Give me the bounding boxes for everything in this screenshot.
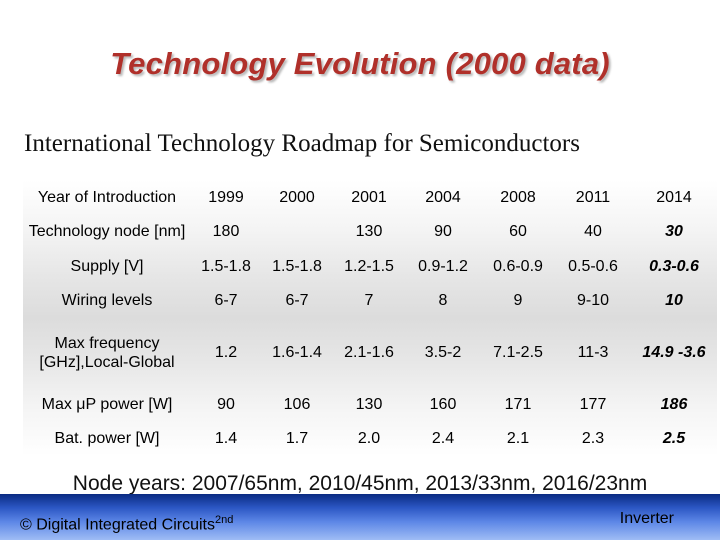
- footer-copyright-text: © Digital Integrated Circuits: [20, 516, 215, 534]
- row-header: Supply [V]: [70, 257, 144, 275]
- node-years-note: Node years: 2007/65nm, 2010/45nm, 2013/3…: [72, 472, 648, 495]
- table-cell: 1.2: [214, 344, 238, 361]
- footer-chapter: Inverter: [619, 510, 674, 527]
- table-cell: 2008: [500, 188, 536, 206]
- table-cell: 90: [217, 395, 235, 413]
- table-cell: 60: [509, 223, 527, 241]
- footer-bar: © Digital Integrated Circuits2nd Inverte…: [0, 494, 720, 540]
- table-cell: 2000: [279, 188, 315, 206]
- table-cell: 1.6-1.4: [272, 344, 322, 361]
- table-cell: 3.5-2: [424, 344, 462, 361]
- table-cell: 90: [434, 223, 452, 241]
- table-row: Wiring levels 6-7 6-7 7 8 9 9-10 10: [23, 284, 717, 319]
- slide-subtitle: International Technology Roadmap for Sem…: [24, 130, 580, 157]
- table-cell: 130: [355, 395, 383, 413]
- footer-copyright: © Digital Integrated Circuits2nd: [20, 514, 233, 534]
- table-cell: 2004: [425, 188, 461, 206]
- table-cell: 0.9-1.2: [418, 257, 468, 275]
- table-cell: 6-7: [285, 292, 309, 310]
- table-cell: 106: [283, 395, 311, 413]
- table-cell: 0.6-0.9: [493, 257, 543, 275]
- table-cell: 6-7: [214, 292, 238, 310]
- row-header: Max μP power [W]: [41, 395, 173, 413]
- table-cell: 1999: [208, 188, 244, 206]
- table-cell: 2011: [575, 188, 611, 206]
- table-cell: 7: [364, 292, 374, 310]
- row-header: Bat. power [W]: [54, 430, 160, 448]
- table-cell: 14.9 -3.6: [642, 344, 706, 361]
- table-cell: 40: [584, 223, 602, 241]
- table-cell: 171: [504, 395, 532, 413]
- table-cell: 11-3: [577, 344, 609, 361]
- table-cell: 2001: [351, 188, 387, 206]
- table-cell: 1.4: [214, 430, 238, 448]
- table-row: Max frequency [GHz],Local-Global 1.2 1.6…: [23, 318, 717, 387]
- table-cell: 8: [438, 292, 448, 310]
- table-cell: 2.4: [431, 430, 455, 448]
- table-cell: 2.1-1.6: [344, 344, 394, 361]
- table-cell: 9: [513, 292, 523, 310]
- table-cell: [261, 215, 333, 250]
- table-row: Year of Introduction 1999 2000 2001 2004…: [23, 180, 717, 215]
- table-cell: 2014: [656, 188, 692, 206]
- table-cell: 180: [212, 223, 240, 241]
- table-cell: 2.3: [581, 430, 605, 448]
- table-row: Technology node [nm] 180 130 90 60 40 30: [23, 215, 717, 250]
- table-row: Max μP power [W] 90 106 130 160 171 177 …: [23, 387, 717, 422]
- row-header: Max frequency [GHz],Local-Global: [39, 334, 175, 371]
- table-cell: 0.3-0.6: [649, 257, 699, 275]
- table-row: Supply [V] 1.5-1.8 1.5-1.8 1.2-1.5 0.9-1…: [23, 249, 717, 284]
- table-row: Bat. power [W] 1.4 1.7 2.0 2.4 2.1 2.3 2…: [23, 422, 717, 457]
- table-cell: 177: [579, 395, 607, 413]
- table-cell: 2.5: [662, 430, 686, 448]
- table-cell: 160: [429, 395, 457, 413]
- footer-edition: 2nd: [214, 514, 234, 526]
- table-cell: 186: [660, 395, 688, 413]
- table-cell: 2.0: [357, 430, 381, 448]
- table-cell: 30: [665, 223, 683, 241]
- table-cell: 2.1: [506, 430, 530, 448]
- row-header: Technology node [nm]: [28, 223, 186, 241]
- row-header: Wiring levels: [61, 292, 153, 310]
- table-cell: 1.7: [285, 430, 309, 448]
- slide-title: Technology Evolution (2000 data): [110, 46, 610, 81]
- row-header: Year of Introduction: [37, 188, 177, 206]
- roadmap-table: Year of Introduction 1999 2000 2001 2004…: [23, 180, 717, 456]
- table-cell: 10: [665, 292, 683, 310]
- table-cell: 1.2-1.5: [344, 257, 394, 275]
- table-cell: 130: [355, 223, 383, 241]
- table-cell: 1.5-1.8: [201, 257, 251, 275]
- table-cell: 1.5-1.8: [272, 257, 322, 275]
- table-cell: 9-10: [576, 292, 610, 310]
- table-cell: 7.1-2.5: [493, 344, 543, 361]
- table-cell: 0.5-0.6: [568, 257, 618, 275]
